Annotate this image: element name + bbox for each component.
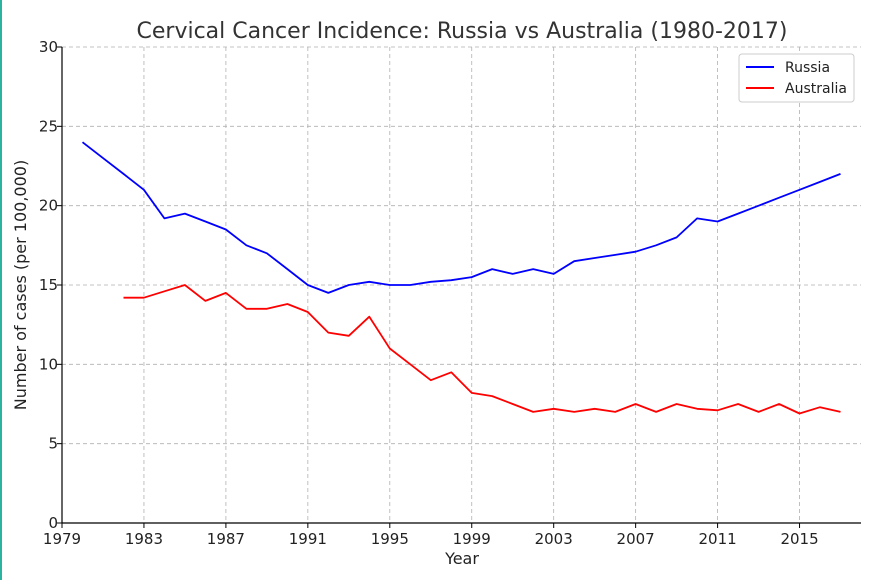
x-tick-label: 1995 <box>371 530 409 548</box>
x-tick-label: 2007 <box>617 530 655 548</box>
x-tick-label: 1979 <box>43 530 81 548</box>
y-tick-label: 10 <box>39 355 58 373</box>
y-axis-label: Number of cases (per 100,000) <box>11 160 30 410</box>
y-tick-label: 30 <box>39 38 58 56</box>
series-line-russia <box>81 141 841 294</box>
grid-lines <box>61 46 861 524</box>
legend: Russia Australia <box>738 53 855 103</box>
series-lines <box>81 141 841 415</box>
y-tick-label: 5 <box>48 435 58 453</box>
x-axis-label: Year <box>444 549 479 568</box>
y-tick-label: 25 <box>39 117 58 135</box>
series-line-australia <box>123 284 841 415</box>
x-tick-label: 1983 <box>125 530 163 548</box>
x-tick-label: 1987 <box>207 530 245 548</box>
x-tick-label: 1999 <box>453 530 491 548</box>
legend-label-australia: Australia <box>785 81 847 97</box>
x-tick-label: 2015 <box>780 530 818 548</box>
y-tick-label: 15 <box>39 276 58 294</box>
y-tick-label: 20 <box>39 197 58 215</box>
tick-labels: 1979 1983 1987 1991 1995 1999 2003 2007 2011 2015… <box>39 38 819 548</box>
y-tick-label: 0 <box>48 514 58 532</box>
chart-title: Cervical Cancer Incidence: Russia vs Aus… <box>137 19 788 44</box>
x-tick-label: 1991 <box>289 530 327 548</box>
legend-label-russia: Russia <box>785 60 830 76</box>
x-tick-label: 2011 <box>698 530 736 548</box>
x-tick-label: 2003 <box>535 530 573 548</box>
